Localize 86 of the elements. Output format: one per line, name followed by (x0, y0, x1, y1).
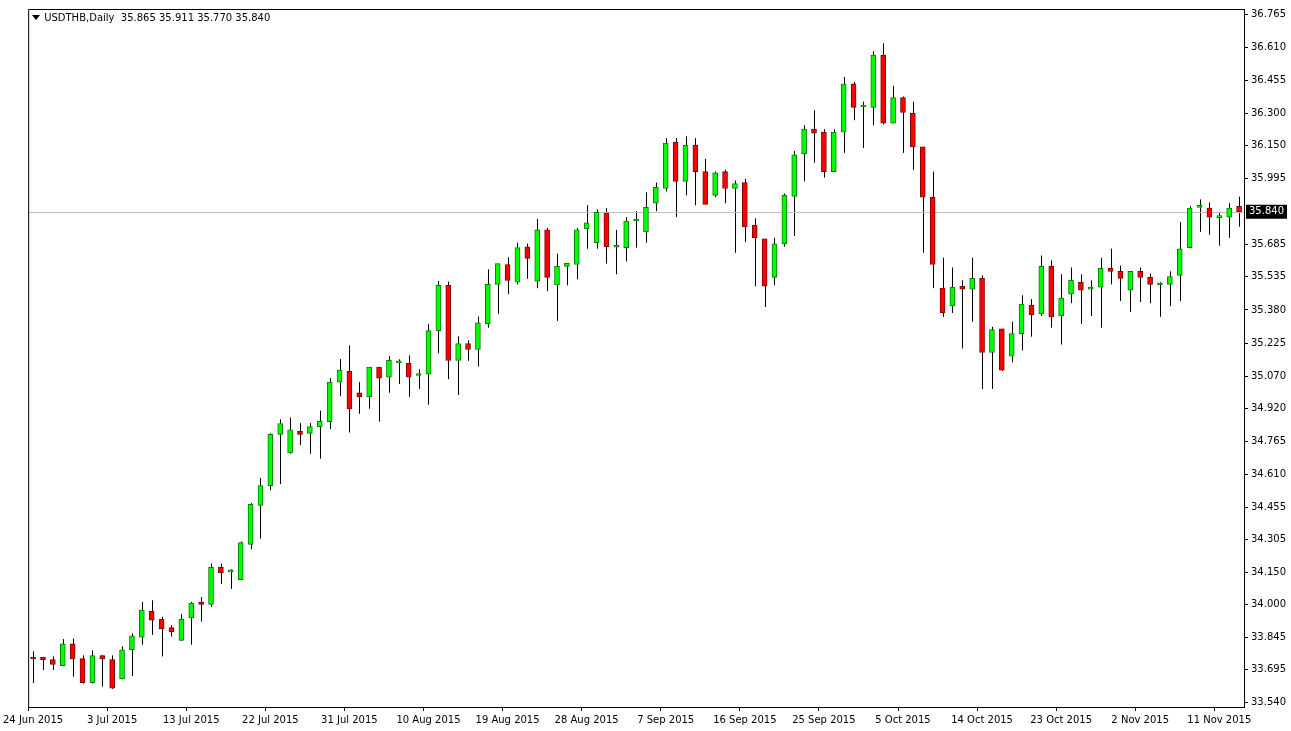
y-tick-label: 36.765 (1251, 7, 1287, 19)
candlestick (277, 418, 284, 485)
y-tick-label: 36.455 (1251, 74, 1287, 86)
y-tick-label: 34.765 (1251, 434, 1287, 446)
y-tick-label: 34.920 (1251, 401, 1287, 413)
x-tick-label: 25 Sep 2015 (792, 713, 856, 725)
candlestick (218, 563, 224, 585)
candlestick (959, 279, 966, 349)
x-tick-label: 24 Jun 2015 (3, 713, 64, 725)
x-tick-label: 28 Aug 2015 (554, 713, 619, 725)
y-tick-label: 35.380 (1251, 303, 1287, 315)
x-tick-label: 19 Aug 2015 (475, 713, 540, 725)
candlestick (712, 171, 718, 198)
candlestick (1078, 273, 1084, 325)
y-tick-label: 35.225 (1251, 336, 1287, 348)
candlestick (1107, 248, 1114, 285)
candlestick (465, 339, 471, 362)
x-tick-label: 2 Nov 2015 (1111, 713, 1170, 725)
y-tick-label: 35.685 (1251, 238, 1287, 250)
candlestick (59, 638, 66, 667)
candlestick (1087, 279, 1094, 317)
y-tick-label: 35.070 (1251, 369, 1287, 381)
candlestick (1157, 281, 1163, 318)
x-tick-label: 31 Jul 2015 (321, 713, 378, 725)
y-tick-label: 34.610 (1251, 467, 1287, 479)
y-tick-label: 36.150 (1251, 139, 1287, 151)
candlestick (316, 410, 323, 460)
candlestick (1167, 270, 1173, 307)
candlestick (148, 599, 155, 636)
x-tick-label: 22 Jul 2015 (242, 713, 299, 725)
candlestick (564, 262, 570, 286)
candlestick (198, 596, 204, 623)
chart-title: USDTHB,Daily 35.865 35.911 35.770 35.840 (44, 12, 271, 23)
x-tick-label: 7 Sep 2015 (637, 713, 695, 725)
candlestick (1068, 267, 1074, 304)
y-tick-label: 34.305 (1251, 533, 1287, 545)
candlestick (1236, 196, 1242, 228)
y-tick-label: 34.455 (1251, 501, 1287, 513)
y-tick-label: 35.995 (1251, 172, 1287, 184)
y-tick-label: 33.695 (1251, 663, 1287, 675)
candlestick (1137, 267, 1144, 303)
candlestick (99, 654, 106, 688)
candlestick (751, 217, 758, 287)
candlestick (801, 124, 807, 182)
x-tick-label: 3 Jul 2015 (87, 713, 138, 725)
candlestick (1097, 257, 1104, 329)
candlestick (386, 355, 392, 394)
candlestick (307, 422, 313, 455)
candlestick (356, 381, 363, 415)
candlestick (297, 422, 303, 446)
candlestick (1226, 202, 1233, 239)
x-tick-label: 13 Jul 2015 (162, 713, 220, 725)
y-tick-label: 34.000 (1251, 598, 1287, 610)
candlestick (811, 109, 817, 164)
candlestick (405, 354, 412, 398)
x-tick-label: 11 Nov 2015 (1187, 713, 1252, 725)
candlestick (415, 368, 422, 390)
candlestick (1058, 273, 1064, 346)
candlestick (129, 632, 135, 677)
candlestick (455, 335, 461, 396)
candlestick (613, 229, 620, 275)
candlestick (494, 263, 501, 315)
y-tick-label: 36.300 (1251, 107, 1287, 119)
candlestick (287, 417, 293, 455)
y-tick-label: 34.150 (1251, 566, 1287, 578)
y-tick-label: 36.610 (1251, 41, 1287, 53)
candlestick (1196, 198, 1203, 233)
x-tick-label: 23 Oct 2015 (1030, 713, 1093, 725)
ref-line-label: 35.840 (1249, 205, 1285, 217)
candlestick (1147, 272, 1153, 304)
candlestick (554, 253, 560, 322)
candlestick (376, 366, 382, 423)
y-tick-label: 33.540 (1251, 696, 1287, 708)
candlestick (732, 180, 738, 254)
candlestick (969, 257, 975, 323)
candlestick (1216, 212, 1223, 247)
candlestick (643, 191, 649, 244)
x-tick-label: 14 Oct 2015 (951, 713, 1013, 725)
x-tick-label: 10 Aug 2015 (396, 713, 461, 725)
y-tick-label: 33.845 (1251, 631, 1287, 643)
candlestick (653, 182, 659, 212)
x-tick-label: 5 Oct 2015 (875, 713, 931, 725)
candlestick (1008, 321, 1015, 363)
y-tick-label: 35.535 (1251, 270, 1287, 282)
x-tick-label: 16 Sep 2015 (713, 713, 777, 725)
candlestick (188, 601, 195, 646)
